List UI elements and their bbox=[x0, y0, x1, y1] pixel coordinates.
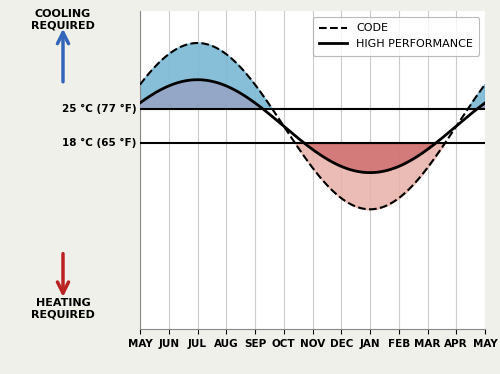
Text: COOLING
REQUIRED: COOLING REQUIRED bbox=[31, 9, 95, 31]
Text: 25 °C (77 °F): 25 °C (77 °F) bbox=[62, 104, 136, 114]
Text: HEATING
REQUIRED: HEATING REQUIRED bbox=[31, 298, 95, 319]
Text: 18 °C (65 °F): 18 °C (65 °F) bbox=[62, 138, 136, 148]
Legend: CODE, HIGH PERFORMANCE: CODE, HIGH PERFORMANCE bbox=[312, 17, 480, 56]
